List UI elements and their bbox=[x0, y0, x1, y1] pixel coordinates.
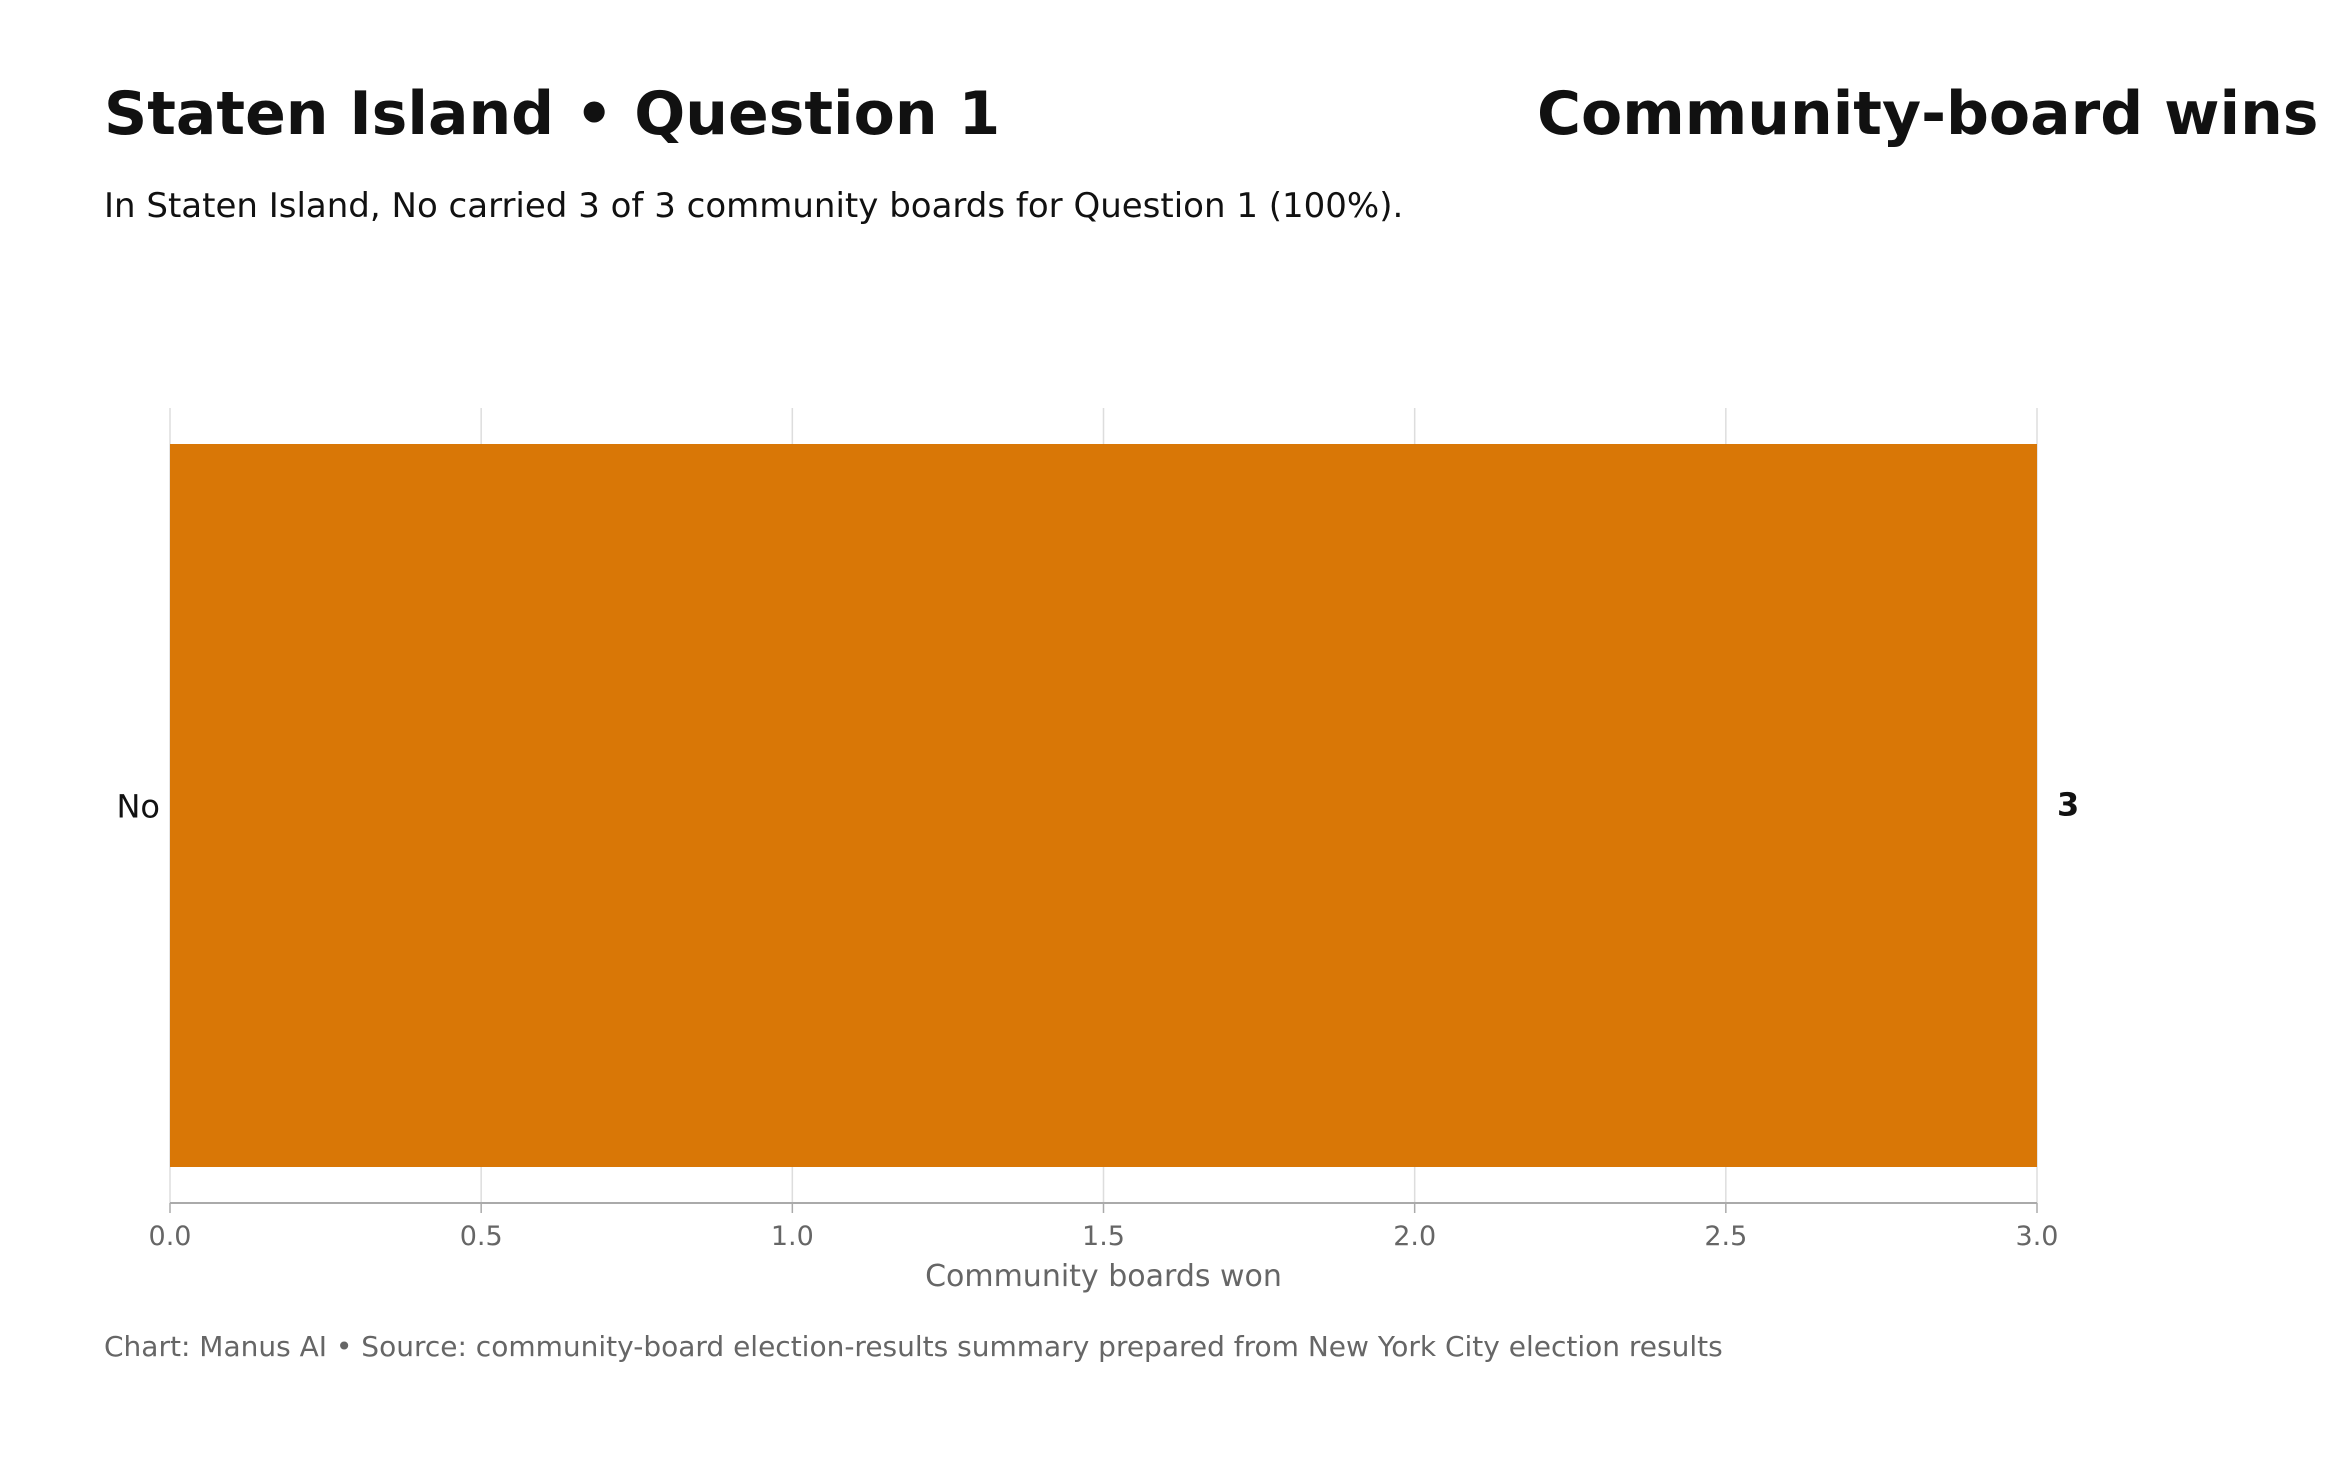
x-tick-label: 2.5 bbox=[1704, 1221, 1747, 1252]
x-tick-label: 2.0 bbox=[1393, 1221, 1436, 1252]
x-axis-title: Community boards won bbox=[925, 1259, 1282, 1294]
chart-subtitle: In Staten Island, No carried 3 of 3 comm… bbox=[104, 186, 1404, 226]
bars bbox=[170, 444, 2037, 1167]
category-label: No bbox=[116, 788, 160, 826]
x-tick-label: 0.5 bbox=[460, 1221, 503, 1252]
data-label: 3 bbox=[2057, 786, 2079, 824]
source-credit: Chart: Manus AI • Source: community-boar… bbox=[104, 1330, 1723, 1363]
x-tick-label: 1.5 bbox=[1082, 1221, 1125, 1252]
x-axis: 0.0 0.5 1.0 1.5 2.0 2.5 3.0 Community boards wo… bbox=[149, 1202, 2059, 1294]
x-tick-label: 0.0 bbox=[149, 1221, 192, 1252]
x-tick-label: 3.0 bbox=[2016, 1221, 2059, 1252]
labels: No 3 bbox=[116, 786, 2079, 826]
page-title: Staten Island • Question 1 bbox=[104, 79, 1001, 149]
chart-title: Community-board wins bbox=[1537, 79, 2319, 149]
bar-no bbox=[170, 444, 2037, 1167]
x-tick-label: 1.0 bbox=[771, 1221, 814, 1252]
